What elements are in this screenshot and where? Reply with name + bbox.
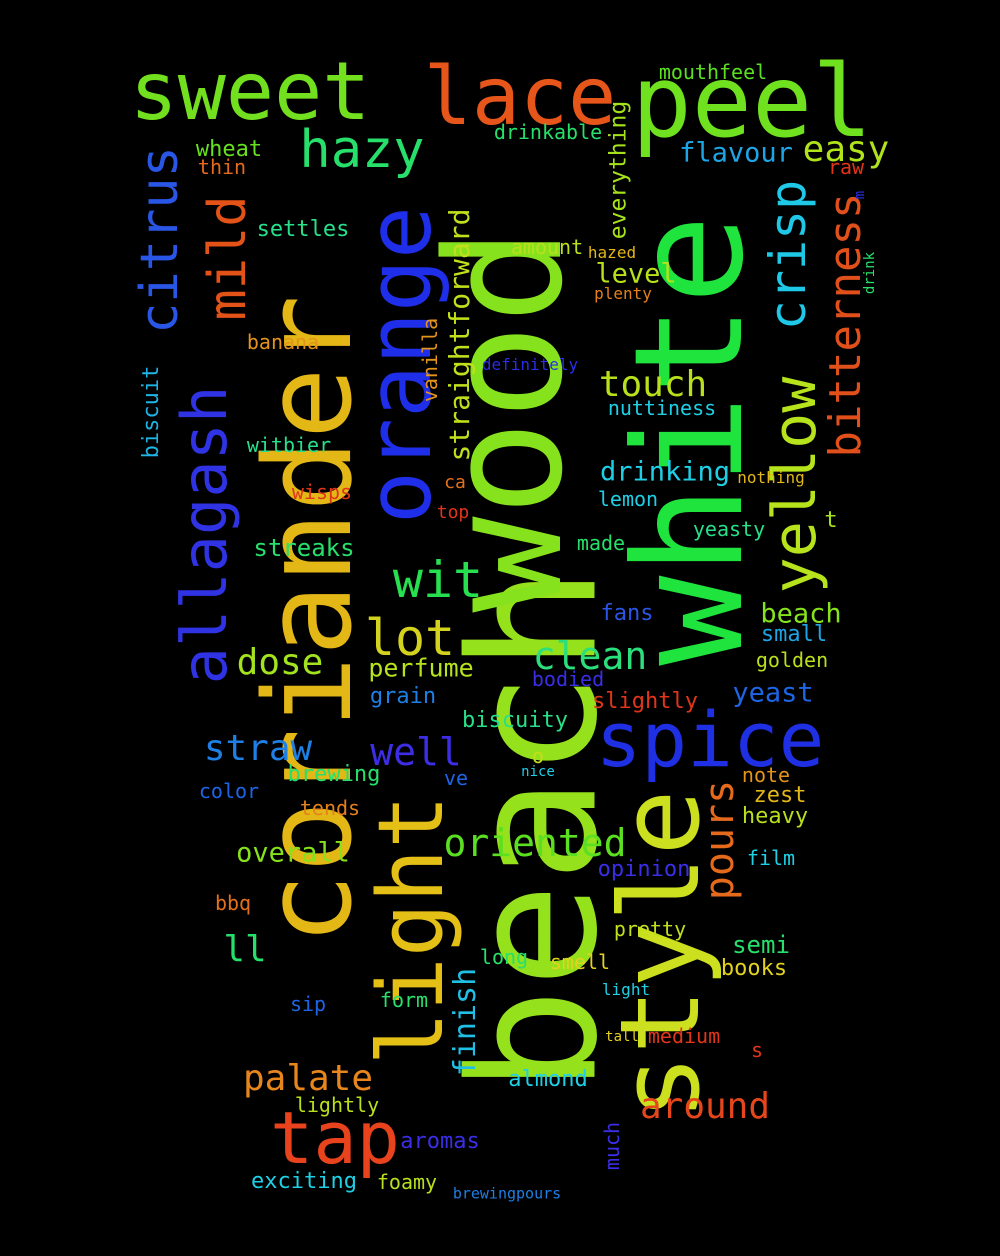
- word: oriented: [443, 821, 627, 865]
- word: made: [576, 531, 626, 555]
- word: beach: [760, 598, 842, 630]
- word: long: [479, 945, 529, 969]
- word: zest: [753, 783, 807, 808]
- word: straw: [203, 728, 313, 769]
- word: tall: [605, 1029, 639, 1045]
- word: level: [595, 258, 677, 290]
- word: biscuit: [139, 365, 164, 459]
- word: perfume: [368, 653, 474, 683]
- word: yeast: [732, 677, 814, 709]
- word: sip: [289, 992, 327, 1016]
- word: lot: [364, 609, 456, 667]
- word: ll: [223, 929, 267, 970]
- word: semi: [732, 931, 790, 959]
- word: drink: [862, 251, 878, 295]
- word: nice: [521, 764, 555, 780]
- word: everything: [605, 100, 632, 240]
- word: nothing: [737, 468, 805, 487]
- word: opinion: [597, 857, 691, 882]
- word: overall: [236, 837, 350, 869]
- word: biscuity: [462, 708, 568, 733]
- word: raw: [827, 155, 865, 179]
- word: mild: [198, 195, 258, 321]
- word: banana: [246, 330, 320, 354]
- word: tends: [299, 796, 361, 820]
- word: fans: [600, 601, 654, 626]
- word: vanilla: [418, 317, 442, 403]
- word: peel: [631, 43, 873, 160]
- word: lace: [423, 50, 617, 143]
- word: books: [720, 956, 788, 981]
- word: m: [852, 190, 868, 200]
- word: thin: [197, 155, 247, 179]
- word: note: [741, 763, 791, 787]
- word: citrus: [130, 146, 190, 334]
- word: t: [824, 508, 838, 533]
- word: settles: [256, 217, 350, 242]
- word: well: [370, 730, 462, 774]
- word: film: [746, 846, 796, 870]
- word: golden: [755, 648, 829, 672]
- word: palate: [242, 1058, 374, 1099]
- word: sweet: [129, 45, 371, 138]
- word: aromas: [400, 1129, 480, 1154]
- word: drinkable: [493, 120, 603, 144]
- word: allagash: [168, 385, 241, 685]
- word: color: [198, 779, 260, 803]
- word: mouthfeel: [658, 60, 768, 84]
- word: wheat: [195, 137, 263, 162]
- word: exciting: [251, 1169, 357, 1194]
- word: hazy: [299, 120, 425, 180]
- word: much: [600, 1121, 624, 1171]
- word: witbier: [246, 433, 332, 457]
- word: almond: [508, 1067, 588, 1092]
- word: straightforward: [443, 208, 476, 462]
- word: touch: [598, 364, 708, 405]
- word: grain: [369, 684, 437, 709]
- word: small: [760, 622, 828, 647]
- word: yeasty: [692, 517, 766, 541]
- word: dose: [236, 642, 324, 683]
- word: pretty: [613, 917, 687, 941]
- word: definitely: [481, 355, 579, 374]
- word: lightly: [294, 1093, 380, 1117]
- word: pours: [697, 779, 743, 901]
- word: form: [379, 988, 429, 1012]
- word: slightly: [592, 689, 698, 714]
- word: medium: [647, 1024, 721, 1048]
- word: wit: [392, 551, 484, 609]
- word: finish: [448, 967, 483, 1077]
- word: lemon: [597, 487, 659, 511]
- word: clean: [532, 634, 648, 678]
- word: nuttiness: [607, 396, 717, 420]
- word: ve: [443, 766, 469, 790]
- word: o: [531, 744, 545, 768]
- word: bitterness: [820, 192, 871, 458]
- word: flavour: [679, 137, 793, 169]
- word: drinking: [599, 456, 731, 488]
- word: streaks: [253, 534, 355, 562]
- word: plenty: [594, 284, 652, 303]
- word: brewingpours: [452, 1184, 562, 1203]
- word: amount: [510, 235, 584, 259]
- word: brewing: [287, 762, 381, 787]
- word: foamy: [376, 1170, 438, 1194]
- word: bodied: [531, 667, 605, 691]
- word: spice: [595, 695, 825, 784]
- word: light: [601, 980, 651, 999]
- word: bbq: [214, 891, 252, 915]
- word: heavy: [741, 804, 809, 829]
- word: s: [750, 1038, 764, 1062]
- word: hazed: [587, 243, 637, 262]
- word: wisps: [291, 480, 353, 504]
- word: smell: [549, 950, 611, 974]
- word: around: [639, 1086, 771, 1127]
- word: top: [436, 502, 470, 523]
- word: crisp: [759, 179, 817, 331]
- word: easy: [802, 129, 890, 170]
- word: tap: [269, 1096, 401, 1180]
- word: ca: [444, 472, 466, 493]
